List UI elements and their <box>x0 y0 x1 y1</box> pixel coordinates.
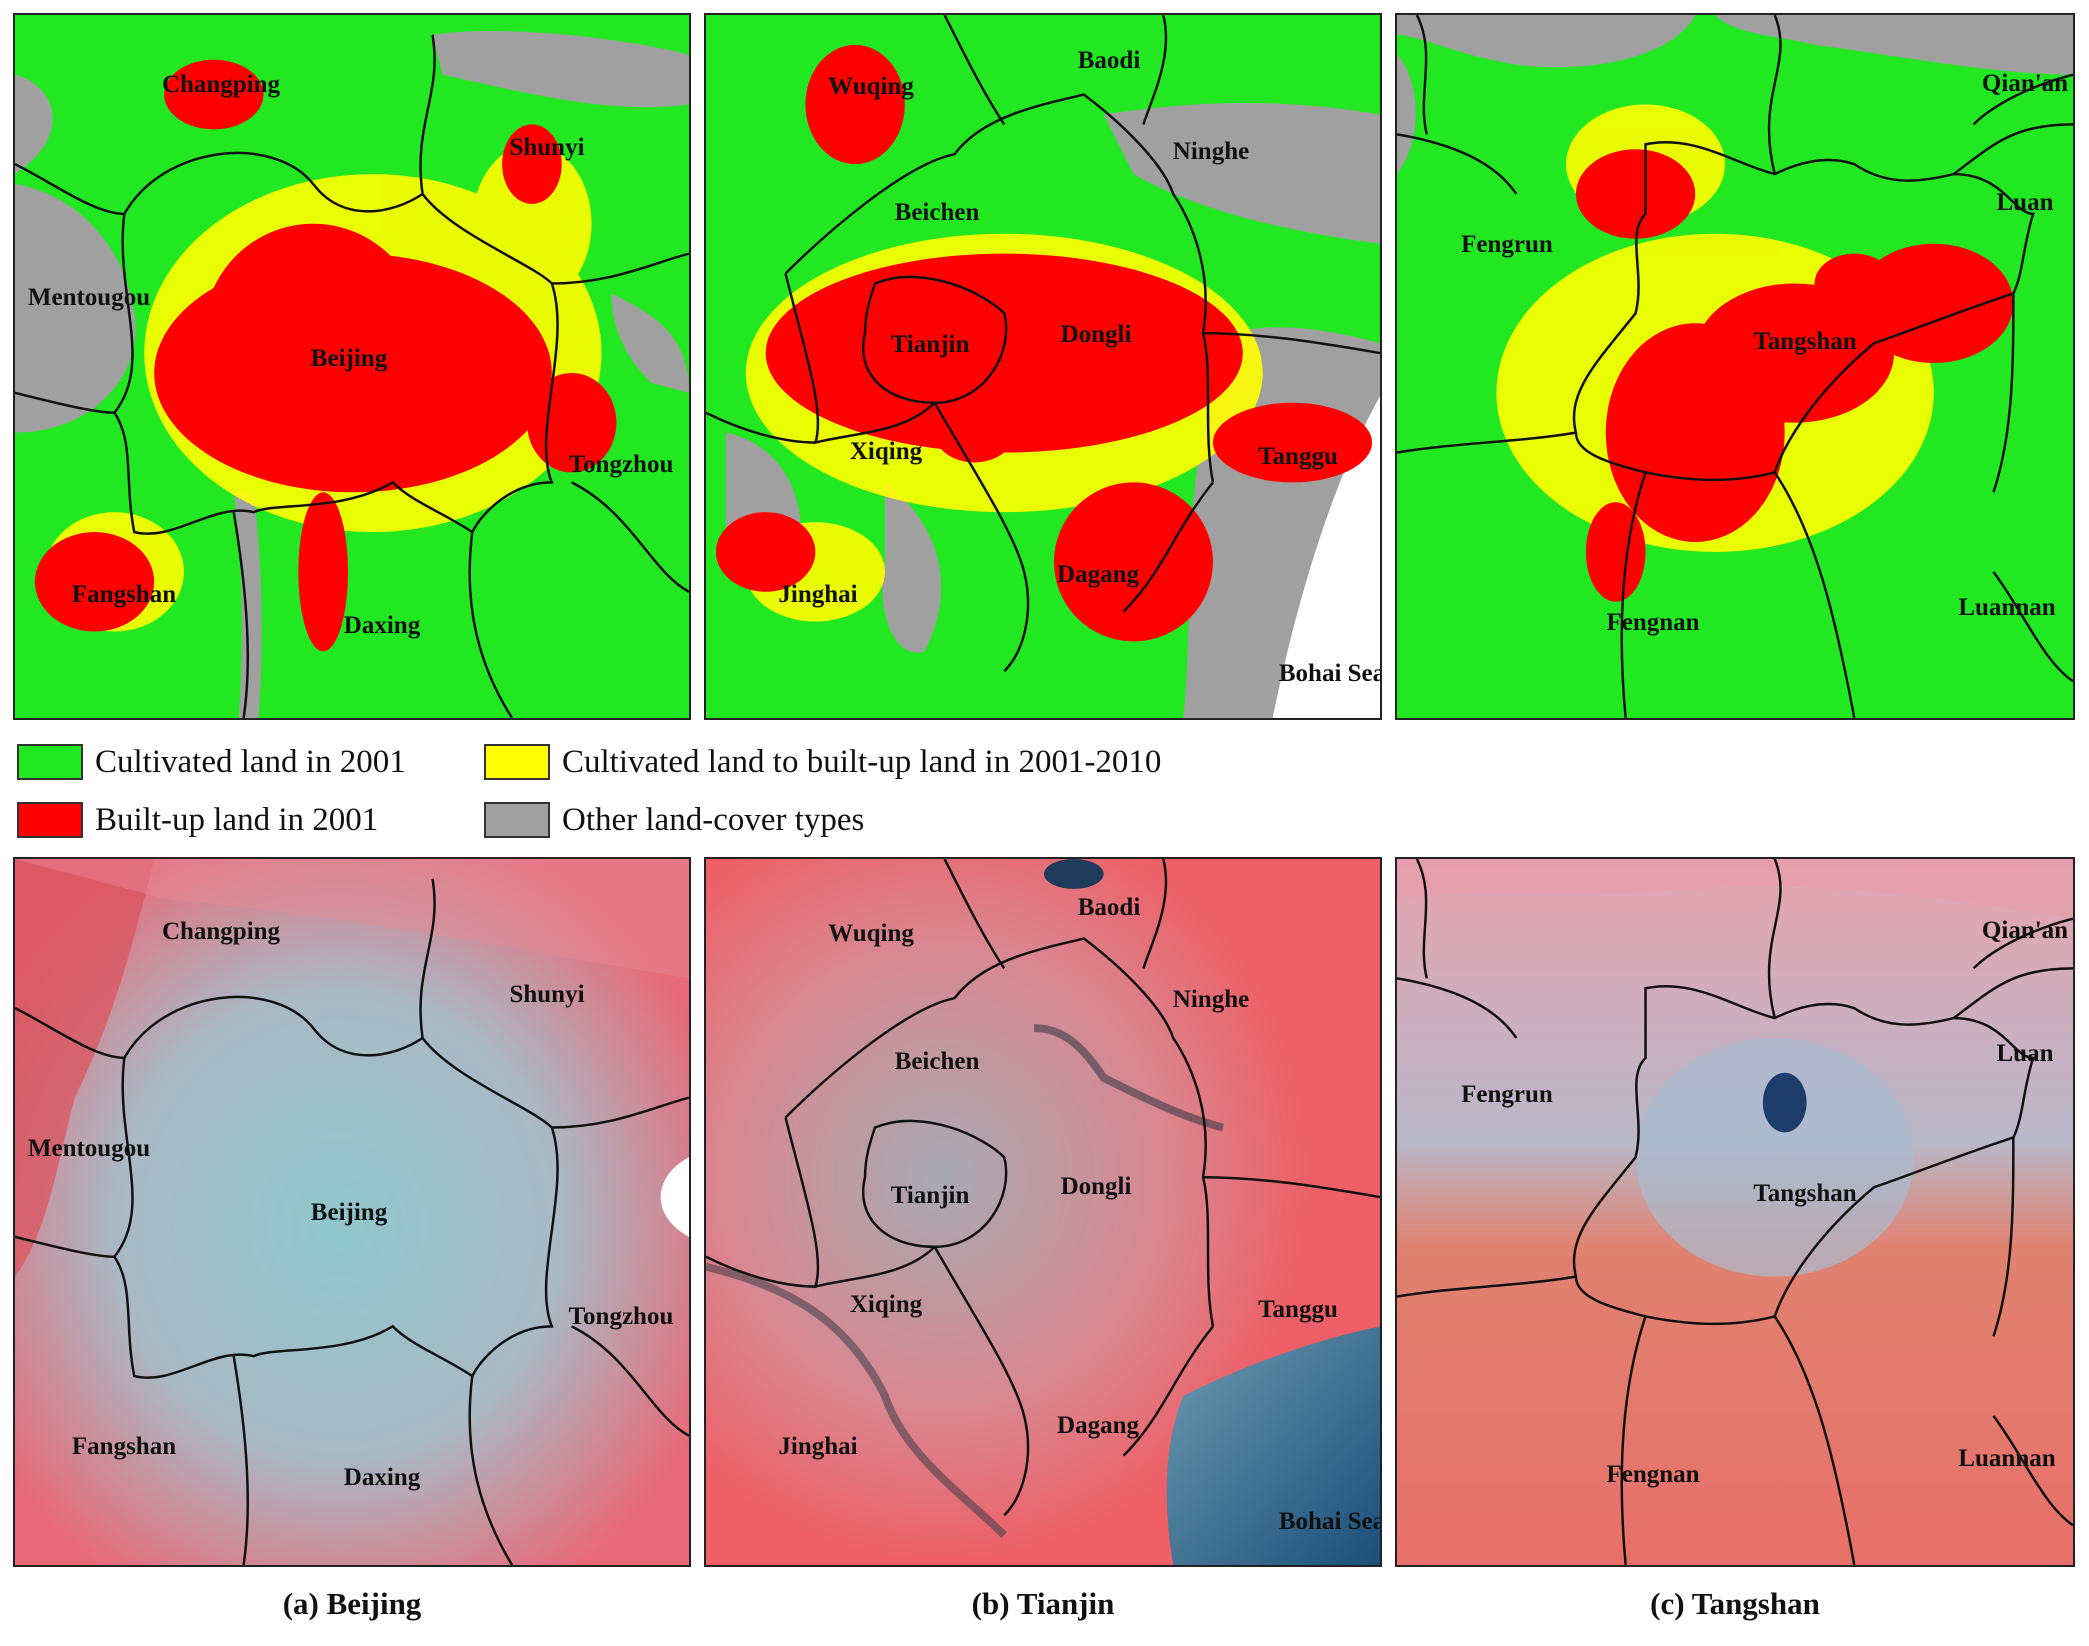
place-label: Mentougou <box>27 284 151 311</box>
place-label: Baodi <box>1077 47 1141 74</box>
place-label: Tongzhou <box>568 451 674 478</box>
place-label: Xiqing <box>849 438 923 465</box>
landcover-map-beijing: Changping Shunyi Mentougou Beijing Tongz… <box>13 13 691 720</box>
legend-item-other: Other land-cover types <box>484 800 864 840</box>
place-label: Beijing <box>310 1199 388 1226</box>
place-label: Mentougou <box>27 1135 151 1162</box>
place-label: Ninghe <box>1172 138 1250 165</box>
place-label: Fengrun <box>1461 1081 1553 1108</box>
place-label: Wuqing <box>828 73 914 100</box>
place-label: Tanggu <box>1258 1296 1338 1323</box>
place-label: Tongzhou <box>568 1303 674 1330</box>
legend-item-builtup: Built-up land in 2001 <box>17 800 378 840</box>
place-label: Jinghai <box>778 1433 858 1460</box>
place-label: Shunyi <box>509 134 585 161</box>
legend-swatch-converted <box>484 744 550 780</box>
place-label: Xiqing <box>849 1291 923 1318</box>
place-label: Beichen <box>894 199 980 226</box>
place-label: Wuqing <box>828 920 914 947</box>
caption-beijing: (a) Beijing <box>282 1586 422 1621</box>
place-label: Ninghe <box>1172 986 1250 1013</box>
legend-label: Cultivated land to built-up land in 2001… <box>562 743 1162 780</box>
place-label: Bohai Sea <box>1278 1508 1382 1535</box>
satellite-image-tangshan: Qian'an Luan Fengrun Tangshan Fengnan Lu… <box>1395 857 2075 1567</box>
place-label: Tangshan <box>1753 328 1857 355</box>
place-label: Tianjin <box>890 331 970 358</box>
satellite-image-tangshan-graphic <box>1397 859 2073 1565</box>
caption-tianjin: (b) Tianjin <box>971 1586 1115 1621</box>
legend-item-cultivated: Cultivated land in 2001 <box>17 742 406 782</box>
landcover-map-tangshan-graphic <box>1397 15 2073 718</box>
legend-swatch-other <box>484 802 550 838</box>
legend-swatch-builtup <box>17 802 83 838</box>
satellite-image-tianjin: Wuqing Baodi Ninghe Beichen Tianjin Dong… <box>704 857 1382 1567</box>
place-label: Tangshan <box>1753 1180 1857 1207</box>
place-label: Fengnan <box>1606 1461 1700 1488</box>
place-label: Dongli <box>1060 321 1132 348</box>
place-label: Fangshan <box>71 1433 177 1460</box>
place-label: Beijing <box>310 345 388 372</box>
place-label: Daxing <box>343 612 421 639</box>
place-label: Fangshan <box>71 581 177 608</box>
place-label: Fengrun <box>1461 231 1553 258</box>
place-label: Qian'an <box>1981 917 2069 944</box>
place-label: Qian'an <box>1981 70 2069 97</box>
place-label: Changping <box>161 71 281 98</box>
caption-tangshan: (c) Tangshan <box>1650 1586 1820 1621</box>
landcover-map-tianjin-graphic <box>706 15 1380 718</box>
place-label: Changping <box>161 918 281 945</box>
place-label: Shunyi <box>509 981 585 1008</box>
place-label: Baodi <box>1077 894 1141 921</box>
place-label: Tanggu <box>1258 443 1338 470</box>
satellite-image-beijing: Changping Shunyi Mentougou Beijing Tongz… <box>13 857 691 1567</box>
legend-label: Cultivated land in 2001 <box>95 743 406 780</box>
place-label: Dagang <box>1057 1412 1139 1439</box>
place-label: Luan <box>1996 1040 2054 1067</box>
landcover-map-tianjin: Wuqing Baodi Ninghe Beichen Tianjin Dong… <box>704 13 1382 720</box>
place-label: Luannan <box>1958 1445 2056 1472</box>
place-label: Luannan <box>1958 594 2056 621</box>
legend-item-converted: Cultivated land to built-up land in 2001… <box>484 742 1161 782</box>
place-label: Fengnan <box>1606 609 1700 636</box>
satellite-image-beijing-graphic <box>15 859 689 1565</box>
place-label: Tianjin <box>890 1182 970 1209</box>
landcover-map-beijing-graphic <box>15 15 689 718</box>
place-label: Beichen <box>894 1048 980 1075</box>
satellite-image-tianjin-graphic <box>706 859 1380 1565</box>
landcover-map-tangshan: Qian'an Luan Fengrun Tangshan Fengnan Lu… <box>1395 13 2075 720</box>
place-label: Jinghai <box>778 581 858 608</box>
place-label: Luan <box>1996 189 2054 216</box>
place-label: Dongli <box>1060 1173 1132 1200</box>
legend-label: Other land-cover types <box>562 801 865 838</box>
place-label: Bohai Sea <box>1278 660 1382 687</box>
place-label: Daxing <box>343 1464 421 1491</box>
place-label: Dagang <box>1057 561 1139 588</box>
legend-label: Built-up land in 2001 <box>95 801 379 838</box>
legend-swatch-cultivated <box>17 744 83 780</box>
